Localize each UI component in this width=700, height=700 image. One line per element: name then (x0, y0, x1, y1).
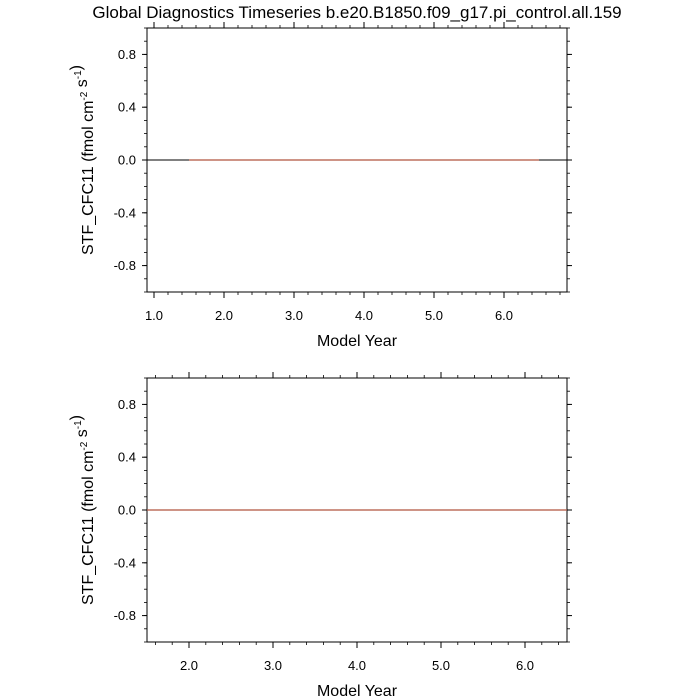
y-tick-label: -0.8 (114, 258, 136, 273)
x-tick-label: 1.0 (145, 308, 163, 323)
y-axis-label-prefix: STF_CFC11 (fmol cm (80, 451, 97, 605)
y-tick-label: 0.8 (118, 397, 136, 412)
y-tick-label: 0.4 (118, 100, 136, 115)
x-axis-label: Model Year (317, 683, 398, 700)
x-axis-label: Model Year (317, 333, 398, 350)
y-tick-label: -0.4 (114, 555, 136, 570)
x-tick-label: 3.0 (264, 658, 282, 673)
x-tick-label: 5.0 (432, 658, 450, 673)
y-axis-label-middle: s (74, 429, 91, 441)
y-axis-label-exp2: -1 (73, 420, 84, 429)
y-axis-label-exp1: -2 (79, 441, 90, 450)
x-tick-label: 3.0 (285, 308, 303, 323)
y-axis-label-exp2: -1 (73, 70, 84, 79)
y-axis-label-exp1: -2 (79, 91, 90, 100)
y-axis-label-suffix: ) (68, 415, 85, 420)
y-tick-label: -0.8 (114, 608, 136, 623)
y-tick-label: 0.0 (118, 503, 136, 518)
y-axis-label-suffix: ) (68, 65, 85, 70)
y-tick-label: 0.0 (118, 153, 136, 168)
y-tick-label: 0.4 (118, 450, 136, 465)
figure-title: Global Diagnostics Timeseries b.e20.B185… (92, 3, 621, 22)
x-tick-label: 4.0 (348, 658, 366, 673)
x-tick-label: 2.0 (180, 658, 198, 673)
y-axis-label-prefix: STF_CFC11 (fmol cm (80, 101, 97, 255)
x-tick-label: 2.0 (215, 308, 233, 323)
chart-panel-top: 0.8 0.4 0.0 -0.4 -0.8 1.0 2.0 3.0 4.0 5.0 6.0 Model… (68, 22, 572, 350)
x-tick-label: 6.0 (495, 308, 513, 323)
y-axis-label: STF_CFC11 (fmol cm-2 s-1) (68, 65, 97, 255)
x-tick-label: 4.0 (355, 308, 373, 323)
x-tick-label: 5.0 (425, 308, 443, 323)
x-tick-label: 6.0 (516, 658, 534, 673)
y-tick-label: 0.8 (118, 47, 136, 62)
chart-panel-bottom: 0.8 0.4 0.0 -0.4 -0.8 2.0 3.0 4.0 5.0 6.0 Model Ye… (68, 372, 572, 700)
y-tick-label: -0.4 (114, 205, 136, 220)
y-axis-label: STF_CFC11 (fmol cm-2 s-1) (68, 415, 97, 605)
y-axis-label-middle: s (74, 79, 91, 91)
